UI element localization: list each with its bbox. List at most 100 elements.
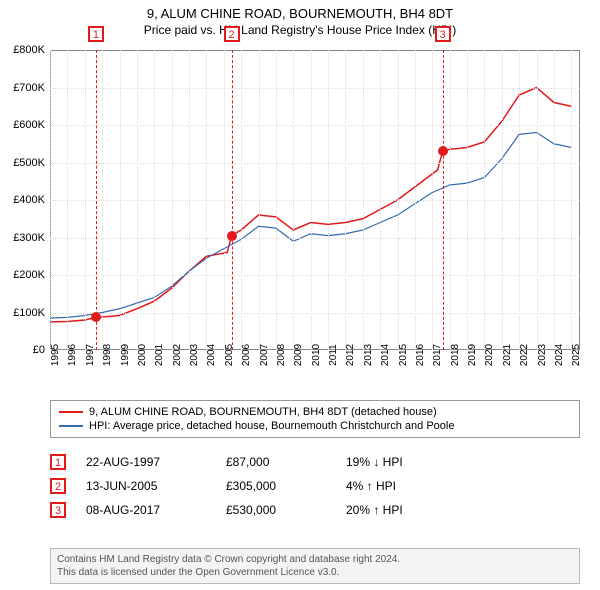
gridline [502,50,503,350]
chart-area: £0£100K£200K£300K£400K£500K£600K£700K£80… [50,50,580,380]
legend-label: HPI: Average price, detached house, Bour… [89,420,454,432]
footer-line1: Contains HM Land Registry data © Crown c… [57,553,573,566]
x-axis-label: 2006 [241,344,252,366]
x-axis-label: 2018 [450,344,461,366]
event-hpi-diff: 19% ↓ HPI [346,455,446,469]
legend-item: HPI: Average price, detached house, Bour… [59,419,571,433]
event-date: 13-JUN-2005 [86,479,206,493]
event-price: £305,000 [226,479,326,493]
gridline [241,50,242,350]
gridline [276,50,277,350]
gridline [311,50,312,350]
footer-line2: This data is licensed under the Open Gov… [57,566,573,579]
gridline [50,238,580,239]
gridline [50,275,580,276]
x-axis-label: 2001 [154,344,165,366]
x-axis-label: 1995 [50,344,61,366]
x-axis-label: 2024 [554,344,565,366]
x-axis-label: 2021 [502,344,513,366]
x-axis-label: 2009 [293,344,304,366]
x-axis-label: 2012 [345,344,356,366]
gridline [537,50,538,350]
x-axis-label: 2016 [415,344,426,366]
y-axis-label: £500K [13,157,45,169]
gridline [172,50,173,350]
x-axis-label: 2003 [189,344,200,366]
gridline [189,50,190,350]
gridline [50,88,580,89]
x-axis-label: 2010 [311,344,322,366]
y-axis-label: £200K [13,269,45,281]
gridline [50,163,580,164]
gridline [345,50,346,350]
x-axis-label: 2011 [328,344,339,366]
y-axis-label: £600K [13,119,45,131]
event-marker-box: 3 [435,26,451,42]
event-date: 08-AUG-2017 [86,503,206,517]
event-marker-box: 1 [88,26,104,42]
legend-swatch [59,411,83,413]
title-address: 9, ALUM CHINE ROAD, BOURNEMOUTH, BH4 8DT [0,6,600,21]
gridline [293,50,294,350]
x-axis-label: 1999 [120,344,131,366]
gridline [467,50,468,350]
gridline [206,50,207,350]
x-axis-label: 2022 [519,344,530,366]
gridline [380,50,381,350]
gridline [363,50,364,350]
sale-marker-dot [227,231,237,241]
x-axis-label: 2014 [380,344,391,366]
x-axis-label: 1998 [102,344,113,366]
event-number-box: 3 [50,502,66,518]
gridline [328,50,329,350]
event-marker-line [443,50,444,350]
x-axis-label: 2015 [398,344,409,366]
x-axis-label: 2017 [432,344,443,366]
event-number-box: 1 [50,454,66,470]
gridline [415,50,416,350]
gridline [450,50,451,350]
event-marker-line [232,50,233,350]
x-axis-label: 2004 [206,344,217,366]
event-date: 22-AUG-1997 [86,455,206,469]
y-axis-label: £400K [13,194,45,206]
y-axis-label: £0 [33,344,45,356]
x-axis-label: 2002 [172,344,183,366]
gridline [154,50,155,350]
gridline [50,50,51,350]
event-price: £87,000 [226,455,326,469]
gridline [519,50,520,350]
x-axis-label: 2005 [224,344,235,366]
y-axis-label: £800K [13,44,45,56]
x-axis-label: 2007 [259,344,270,366]
x-axis-label: 2025 [571,344,582,366]
legend: 9, ALUM CHINE ROAD, BOURNEMOUTH, BH4 8DT… [50,400,580,438]
y-axis-label: £300K [13,232,45,244]
gridline [398,50,399,350]
gridline [259,50,260,350]
sale-marker-dot [91,312,101,322]
legend-item: 9, ALUM CHINE ROAD, BOURNEMOUTH, BH4 8DT… [59,405,571,419]
x-axis-label: 1997 [85,344,96,366]
legend-swatch [59,425,83,427]
gridline [137,50,138,350]
gridline [102,50,103,350]
x-axis-label: 2019 [467,344,478,366]
gridline [85,50,86,350]
gridline [554,50,555,350]
event-marker-box: 2 [224,26,240,42]
gridline [571,50,572,350]
gridline [484,50,485,350]
event-marker-line [96,50,97,350]
x-axis-label: 2023 [537,344,548,366]
event-price: £530,000 [226,503,326,517]
x-axis-label: 2008 [276,344,287,366]
events-table: 122-AUG-1997£87,00019% ↓ HPI213-JUN-2005… [50,450,580,522]
sale-marker-dot [438,146,448,156]
event-hpi-diff: 4% ↑ HPI [346,479,446,493]
footer-attribution: Contains HM Land Registry data © Crown c… [50,548,580,584]
x-axis-label: 2020 [484,344,495,366]
x-axis-label: 2000 [137,344,148,366]
event-row: 213-JUN-2005£305,0004% ↑ HPI [50,474,580,498]
event-row: 1 22-AUG-1997 £87,000 19% ↓ HPI [50,450,580,474]
